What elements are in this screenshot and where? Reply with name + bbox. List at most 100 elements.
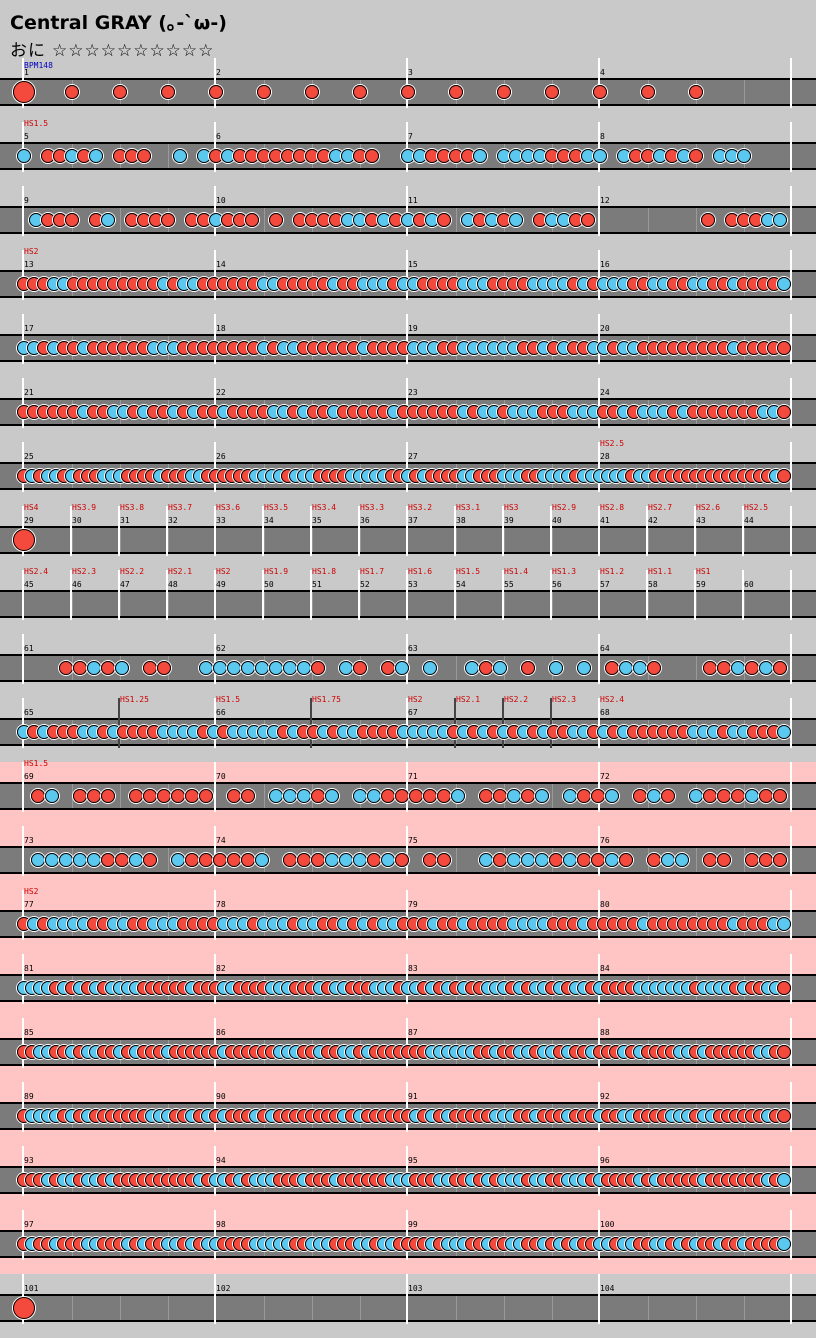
- measure-line: [214, 314, 216, 364]
- speed-change-line: [550, 698, 552, 748]
- beat-line: [312, 1296, 313, 1320]
- ka-note: [472, 148, 488, 164]
- measure-line: [598, 186, 600, 236]
- measure-number: 16: [600, 260, 610, 269]
- don-note: [776, 1108, 792, 1124]
- beat-line: [696, 592, 697, 616]
- beat-line: [168, 1296, 169, 1320]
- beat-line: [744, 80, 745, 104]
- measure-number: 70: [216, 772, 226, 781]
- don-note: [776, 468, 792, 484]
- measure-number: 17: [24, 324, 34, 333]
- scroll-speed-label: HS2: [216, 567, 231, 576]
- measure-line: [502, 570, 504, 620]
- scroll-speed-label: HS3.1: [456, 503, 481, 512]
- difficulty-stars: ☆☆☆☆☆☆☆☆☆☆: [52, 41, 215, 61]
- don-note: [352, 84, 368, 100]
- measure-line: [742, 506, 744, 556]
- measure-line: [406, 58, 408, 108]
- chart-row: 1 2 3 4 BPM148: [0, 58, 816, 122]
- ka-note: [492, 660, 508, 676]
- chart-row: 5 6 7 8 HS1.5: [0, 119, 816, 186]
- measure-number: 35: [312, 516, 322, 525]
- measure-line: [406, 506, 408, 556]
- measure-number: 42: [648, 516, 658, 525]
- don-note: [208, 84, 224, 100]
- chart-row: 17 18 19 20: [0, 314, 816, 378]
- scroll-speed-label: HS1.2: [600, 567, 625, 576]
- measure-line: [406, 762, 408, 812]
- measure-number: 6: [216, 132, 221, 141]
- measure-line: [406, 698, 408, 748]
- measure-number: 29: [24, 516, 34, 525]
- measure-line: [262, 506, 264, 556]
- measure-number: 57: [600, 580, 610, 589]
- ka-note: [394, 660, 410, 676]
- ka-note: [776, 276, 792, 292]
- measure-number: 48: [168, 580, 178, 589]
- beat-line: [552, 1296, 553, 1320]
- chart-row: 65 66 67 68 HS1.25 HS1.5 HS1.75 HS2 HS2.1 HS2.2 HS…: [0, 695, 816, 762]
- measure-line: [406, 314, 408, 364]
- big-don-note: [12, 80, 36, 104]
- don-note: [136, 148, 152, 164]
- measure-line: [598, 634, 600, 684]
- beat-line: [120, 208, 121, 232]
- measure-number: 43: [696, 516, 706, 525]
- measure-line: [406, 890, 408, 940]
- measure-number: 103: [408, 1284, 423, 1293]
- ka-note: [100, 212, 116, 228]
- measure-number: 82: [216, 964, 226, 973]
- beat-line: [264, 528, 265, 552]
- don-note: [310, 660, 326, 676]
- ka-note: [674, 852, 690, 868]
- measure-line: [406, 570, 408, 620]
- scroll-speed-label: HS3.4: [312, 503, 337, 512]
- measure-line: [22, 762, 24, 812]
- don-note: [640, 84, 656, 100]
- don-note: [776, 340, 792, 356]
- ka-note: [592, 148, 608, 164]
- scroll-speed-label: HS2: [24, 887, 39, 896]
- scroll-speed-label: HS3.5: [264, 503, 289, 512]
- don-note: [772, 852, 788, 868]
- ka-note: [88, 148, 104, 164]
- beat-line: [312, 528, 313, 552]
- beat-line: [72, 1296, 73, 1320]
- measure-number: 79: [408, 900, 418, 909]
- scroll-speed-label: HS2: [24, 247, 39, 256]
- measure-number: 87: [408, 1028, 418, 1037]
- beat-line: [696, 208, 697, 232]
- beat-line: [504, 1296, 505, 1320]
- ka-note: [776, 1172, 792, 1188]
- measure-line: [790, 698, 792, 748]
- measure-line: [214, 890, 216, 940]
- scroll-speed-label: HS3: [504, 503, 519, 512]
- measure-line: [598, 1018, 600, 1068]
- measure-number: 21: [24, 388, 34, 397]
- measure-number: 9: [24, 196, 29, 205]
- measure-number: 14: [216, 260, 226, 269]
- measure-number: 46: [72, 580, 82, 589]
- measure-number: 4: [600, 68, 605, 77]
- measure-number: 13: [24, 260, 34, 269]
- measure-number: 52: [360, 580, 370, 589]
- measure-line: [214, 1082, 216, 1132]
- measure-number: 95: [408, 1156, 418, 1165]
- scroll-speed-label: HS3.9: [72, 503, 97, 512]
- measure-number: 73: [24, 836, 34, 845]
- speed-change-line: [454, 698, 456, 748]
- don-note: [142, 852, 158, 868]
- measure-number: 37: [408, 516, 418, 525]
- measure-line: [454, 506, 456, 556]
- don-note: [520, 660, 536, 676]
- beat-line: [648, 528, 649, 552]
- scroll-speed-label: HS2.9: [552, 503, 577, 512]
- don-note: [448, 84, 464, 100]
- measure-number: 97: [24, 1220, 34, 1229]
- don-note: [716, 852, 732, 868]
- scroll-speed-label: HS1.5: [456, 567, 481, 576]
- measure-line: [598, 250, 600, 300]
- measure-line: [598, 314, 600, 364]
- measure-number: 51: [312, 580, 322, 589]
